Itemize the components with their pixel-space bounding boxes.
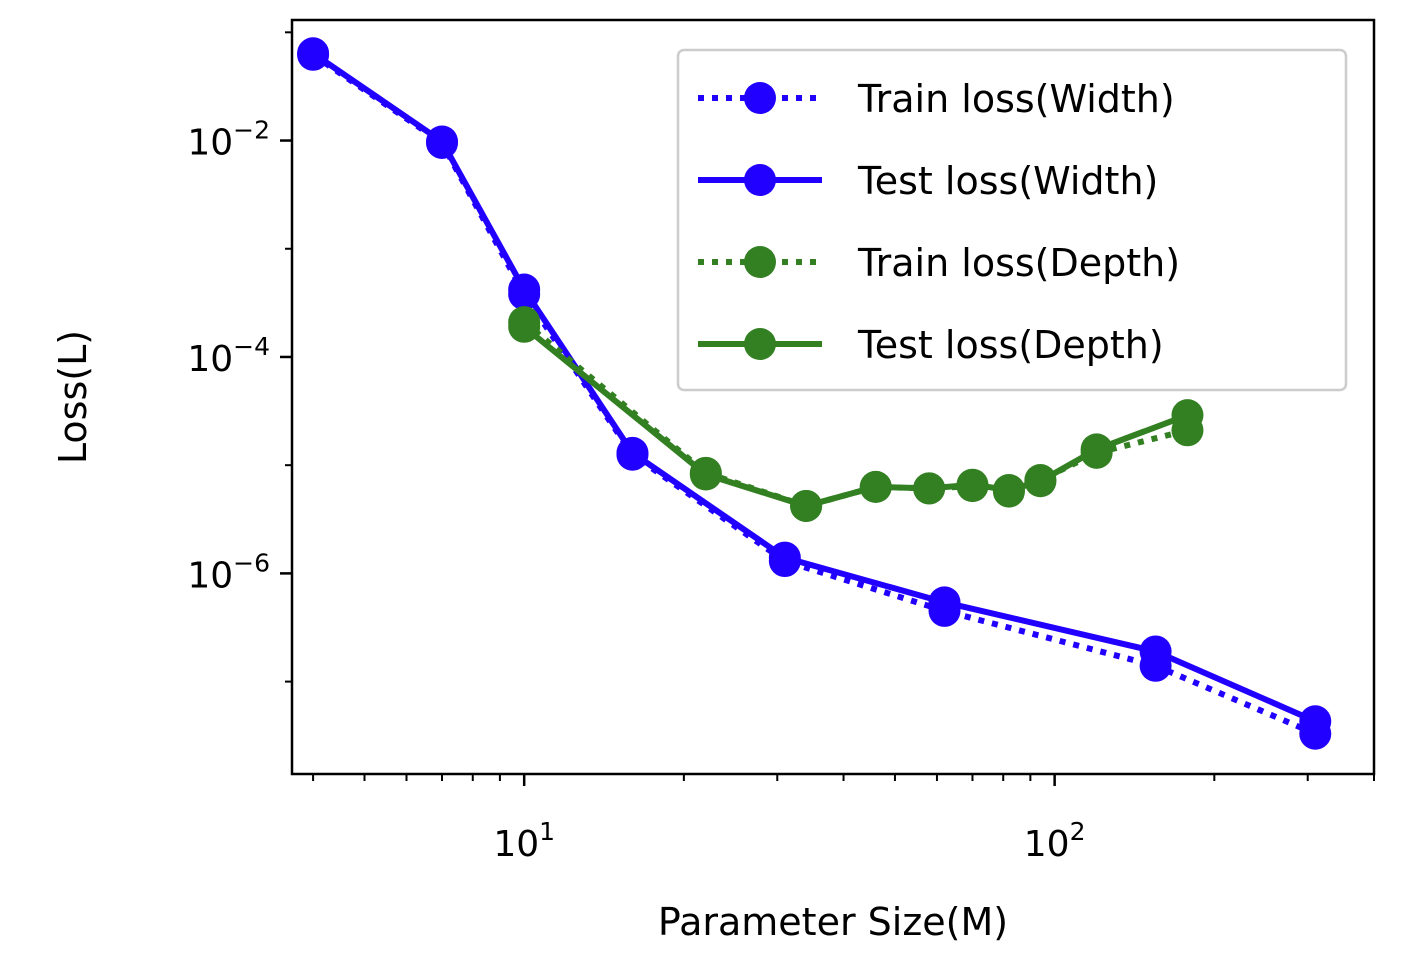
series-1-point [1299, 705, 1332, 738]
legend-item-1: Test loss(Width) [698, 159, 1158, 203]
y-axis-ticks: 10−2 10−4 10−6 [187, 31, 292, 683]
legend-label-3: Test loss(Depth) [857, 323, 1164, 367]
x-axis-ticks: 101 102 [312, 774, 1375, 865]
series-1-point [616, 436, 649, 469]
series-3-point [1171, 399, 1204, 432]
series-3-point [992, 473, 1025, 506]
x-tick-label: 101 [493, 817, 555, 865]
legend-label-2: Train loss(Depth) [857, 241, 1180, 285]
series-1 [297, 37, 1332, 738]
x-tick-label: 102 [1024, 817, 1086, 865]
series-3-point [956, 468, 989, 501]
y-tick-label: 10−4 [187, 332, 270, 380]
y-axis-label: Loss(L) [51, 330, 95, 464]
legend-item-3: Test loss(Depth) [698, 323, 1164, 367]
series-1-point [1139, 635, 1172, 668]
legend-marker-3 [744, 328, 776, 360]
legend-label-1: Test loss(Width) [857, 159, 1158, 203]
series-1-point [928, 586, 961, 619]
series-3-point [689, 458, 722, 491]
legend-marker-1 [744, 164, 776, 196]
legend-marker-2 [744, 246, 776, 278]
legend-box [676, 48, 1348, 392]
series-3-point [913, 472, 946, 505]
y-tick-label: 10−2 [187, 116, 270, 164]
series-3 [508, 310, 1204, 522]
series-3-point [859, 470, 892, 503]
legend-item-2: Train loss(Depth) [698, 241, 1180, 285]
series-1-point [768, 541, 801, 574]
series-3-point [1080, 433, 1113, 466]
series-3-point [790, 489, 823, 522]
series-layer [297, 37, 1332, 750]
series-1-point [297, 37, 330, 70]
series-line-3 [521, 323, 1191, 509]
plot-frame [290, 18, 1376, 776]
series-line-1 [310, 50, 1319, 725]
series-1-point [426, 125, 459, 158]
legend-item-0: Train loss(Width) [698, 77, 1175, 121]
legend-marker-0 [744, 82, 776, 114]
series-3-point [1024, 465, 1057, 498]
y-tick-label: 10−6 [187, 548, 270, 596]
legend-label-0: Train loss(Width) [857, 77, 1175, 121]
series-3-point [508, 310, 541, 343]
legend: Train loss(Width) Test loss(Width) Train l… [676, 48, 1348, 392]
series-1-point [508, 273, 541, 306]
x-axis-label: Parameter Size(M) [658, 900, 1008, 944]
